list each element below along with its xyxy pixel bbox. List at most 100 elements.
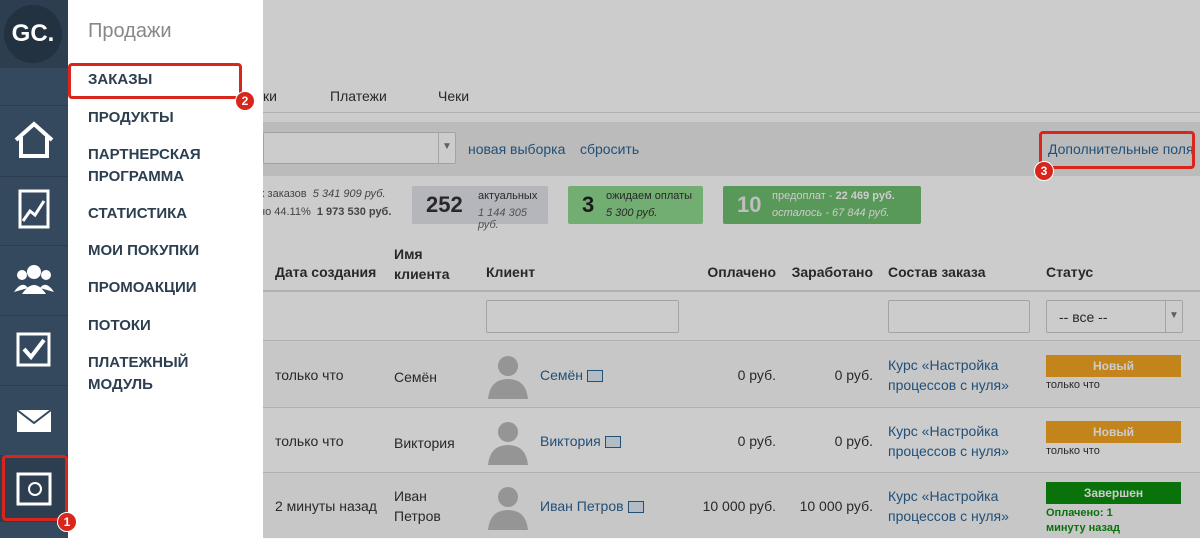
menu-item[interactable]: МОИ ПОКУПКИ [88,242,200,259]
header-divider [263,290,1200,292]
column-header: Заработано [791,264,873,280]
column-header[interactable]: Статус [1046,264,1094,280]
select-arrow: ▼ [442,141,452,152]
icon-shape [14,121,54,158]
icon-shape [21,200,46,222]
cell-earned: 0 руб. [834,432,873,449]
menu-item[interactable]: ЗАКАЗЫ [88,71,153,88]
stat-label: х заказов [259,188,307,200]
money-icon [604,435,621,448]
menu-item[interactable]: СТАТИСТИКА [88,205,188,222]
icon-shape [22,338,46,361]
table-row[interactable]: 2 минуты назад Иван Петров Иван Петров 10 0… [263,472,1200,539]
stat-sum: 1 144 305 руб. [478,207,527,231]
menu-item[interactable]: ПАРТНЕРСКАЯ ПРОГРАММА [88,146,201,185]
stat-label: предоплат - [772,190,836,202]
menu-item[interactable]: ПРОМОАКЦИИ [88,279,197,296]
avatar-body [488,444,528,465]
selection-select[interactable]: ▼ [263,132,456,164]
avatar-body [488,510,528,530]
step-badge: 1 [57,512,77,532]
logo-area: GC. [0,0,68,68]
avatar [488,355,528,399]
cell-name: Семён [394,368,438,385]
reset-link[interactable]: сбросить [580,141,640,157]
tabs-divider [263,112,1200,113]
stat-label: актуальных [478,190,538,202]
mail-icon[interactable] [0,385,68,452]
menu-item[interactable]: ПРОДУКТЫ [88,109,174,126]
cell-name: Виктория [394,434,455,451]
table-row[interactable]: только что Виктория Виктория 0 руб. 0 руб. Ку… [263,407,1200,473]
cell-paid: 0 руб. [737,366,776,383]
prepaid-stat[interactable]: 10 предоплат - 22 469 руб. осталось - 67… [723,186,921,224]
avatar [488,421,528,465]
stat-sum: 22 469 руб. [835,190,895,202]
menu-panel: Продажи ЗАКАЗЫ ПРОДУКТЫ ПАРТНЕРСКАЯ ПРОГ… [68,0,263,538]
new-selection-link[interactable]: новая выборка [468,141,566,157]
status-badge: Новый [1046,420,1181,443]
icon-shape [27,265,41,279]
table-body: только что Семён Семён 0 руб. 0 руб. Курс «На… [263,340,1200,539]
users-icon[interactable] [0,245,68,312]
menu-item[interactable]: ПОТОКИ [88,317,151,334]
tab[interactable]: ки [263,88,277,104]
order-filter[interactable] [888,300,1030,333]
tab[interactable]: Чеки [438,88,470,104]
highlight [1039,131,1195,169]
cell-order[interactable]: Курс «Настройка процессов с нуля» [888,422,1009,459]
select-divider [1165,301,1166,332]
cell-client[interactable]: Виктория [540,433,621,449]
home-icon[interactable] [0,105,68,172]
step-badge: 3 [1034,161,1054,181]
stat-count: 252 [426,192,463,217]
icon-shape [28,482,42,496]
icon-shape [16,409,52,425]
extra-fields-link[interactable]: Дополнительные поля [1048,141,1194,157]
menu-item[interactable]: ПЛАТЕЖНЫЙ МОДУЛЬ [88,354,189,393]
status-filter[interactable]: -- все -- ▼ [1046,300,1183,333]
cell-client[interactable]: Иван Петров [540,498,644,514]
overlay[interactable] [263,0,1200,538]
awaiting-stat[interactable]: 3 ожидаем оплаты 5 300 руб. [568,186,703,224]
icon-shape [16,332,51,367]
cell-name: Иван Петров [394,488,441,524]
client-link[interactable]: Иван Петров [540,498,624,514]
client-link[interactable]: Виктория [540,432,601,449]
money-icon [627,501,644,514]
stat-line: предоплат - 22 469 руб. [772,190,895,202]
client-filter[interactable] [486,300,679,333]
stat-label: ожидаем оплаты [606,190,693,202]
column-header: Состав заказа [888,264,986,280]
icon-shape [41,270,51,280]
avatar-head [498,487,518,507]
cell-client[interactable]: Семён [540,366,604,383]
icon-shape [18,189,50,229]
cell-paid: 0 руб. [737,432,776,449]
logo[interactable]: GC. [4,5,62,63]
chart-icon[interactable] [0,176,68,243]
safe-icon[interactable] [0,455,68,522]
column-header: Имя клиента [394,246,450,282]
cell-earned: 10 000 руб. [799,498,873,514]
sidebar: GC. [0,0,68,538]
column-header[interactable]: Дата создания [275,264,377,280]
cell-date: только что [275,432,344,449]
client-link[interactable]: Семён [540,366,584,383]
cell-order[interactable]: Курс «Настройка процессов с нуля» [888,356,1009,393]
tab[interactable]: Платежи [330,88,387,104]
stat-sum: 5 300 руб. [606,207,658,219]
tasks-icon[interactable] [0,315,68,382]
paid-stat: но 44.11% 1 973 530 руб. [259,206,391,218]
status-note: Оплачено: 1 минуту назад [1046,507,1120,534]
stat-sum: 5 341 909 руб. [312,188,386,200]
stat-count: 10 [737,192,762,217]
stat-sum: 1 973 530 руб. [316,206,392,218]
select-arrow: ▼ [1169,310,1179,321]
money-icon [587,369,604,382]
actual-stat[interactable]: 252 актуальных 1 144 305 руб. [412,186,548,231]
table-row[interactable]: только что Семён Семён 0 руб. 0 руб. Курс «На… [263,340,1200,408]
highlight [2,455,68,521]
status-note: только что [1046,444,1100,457]
cell-order[interactable]: Курс «Настройка процессов с нуля» [888,488,1009,524]
